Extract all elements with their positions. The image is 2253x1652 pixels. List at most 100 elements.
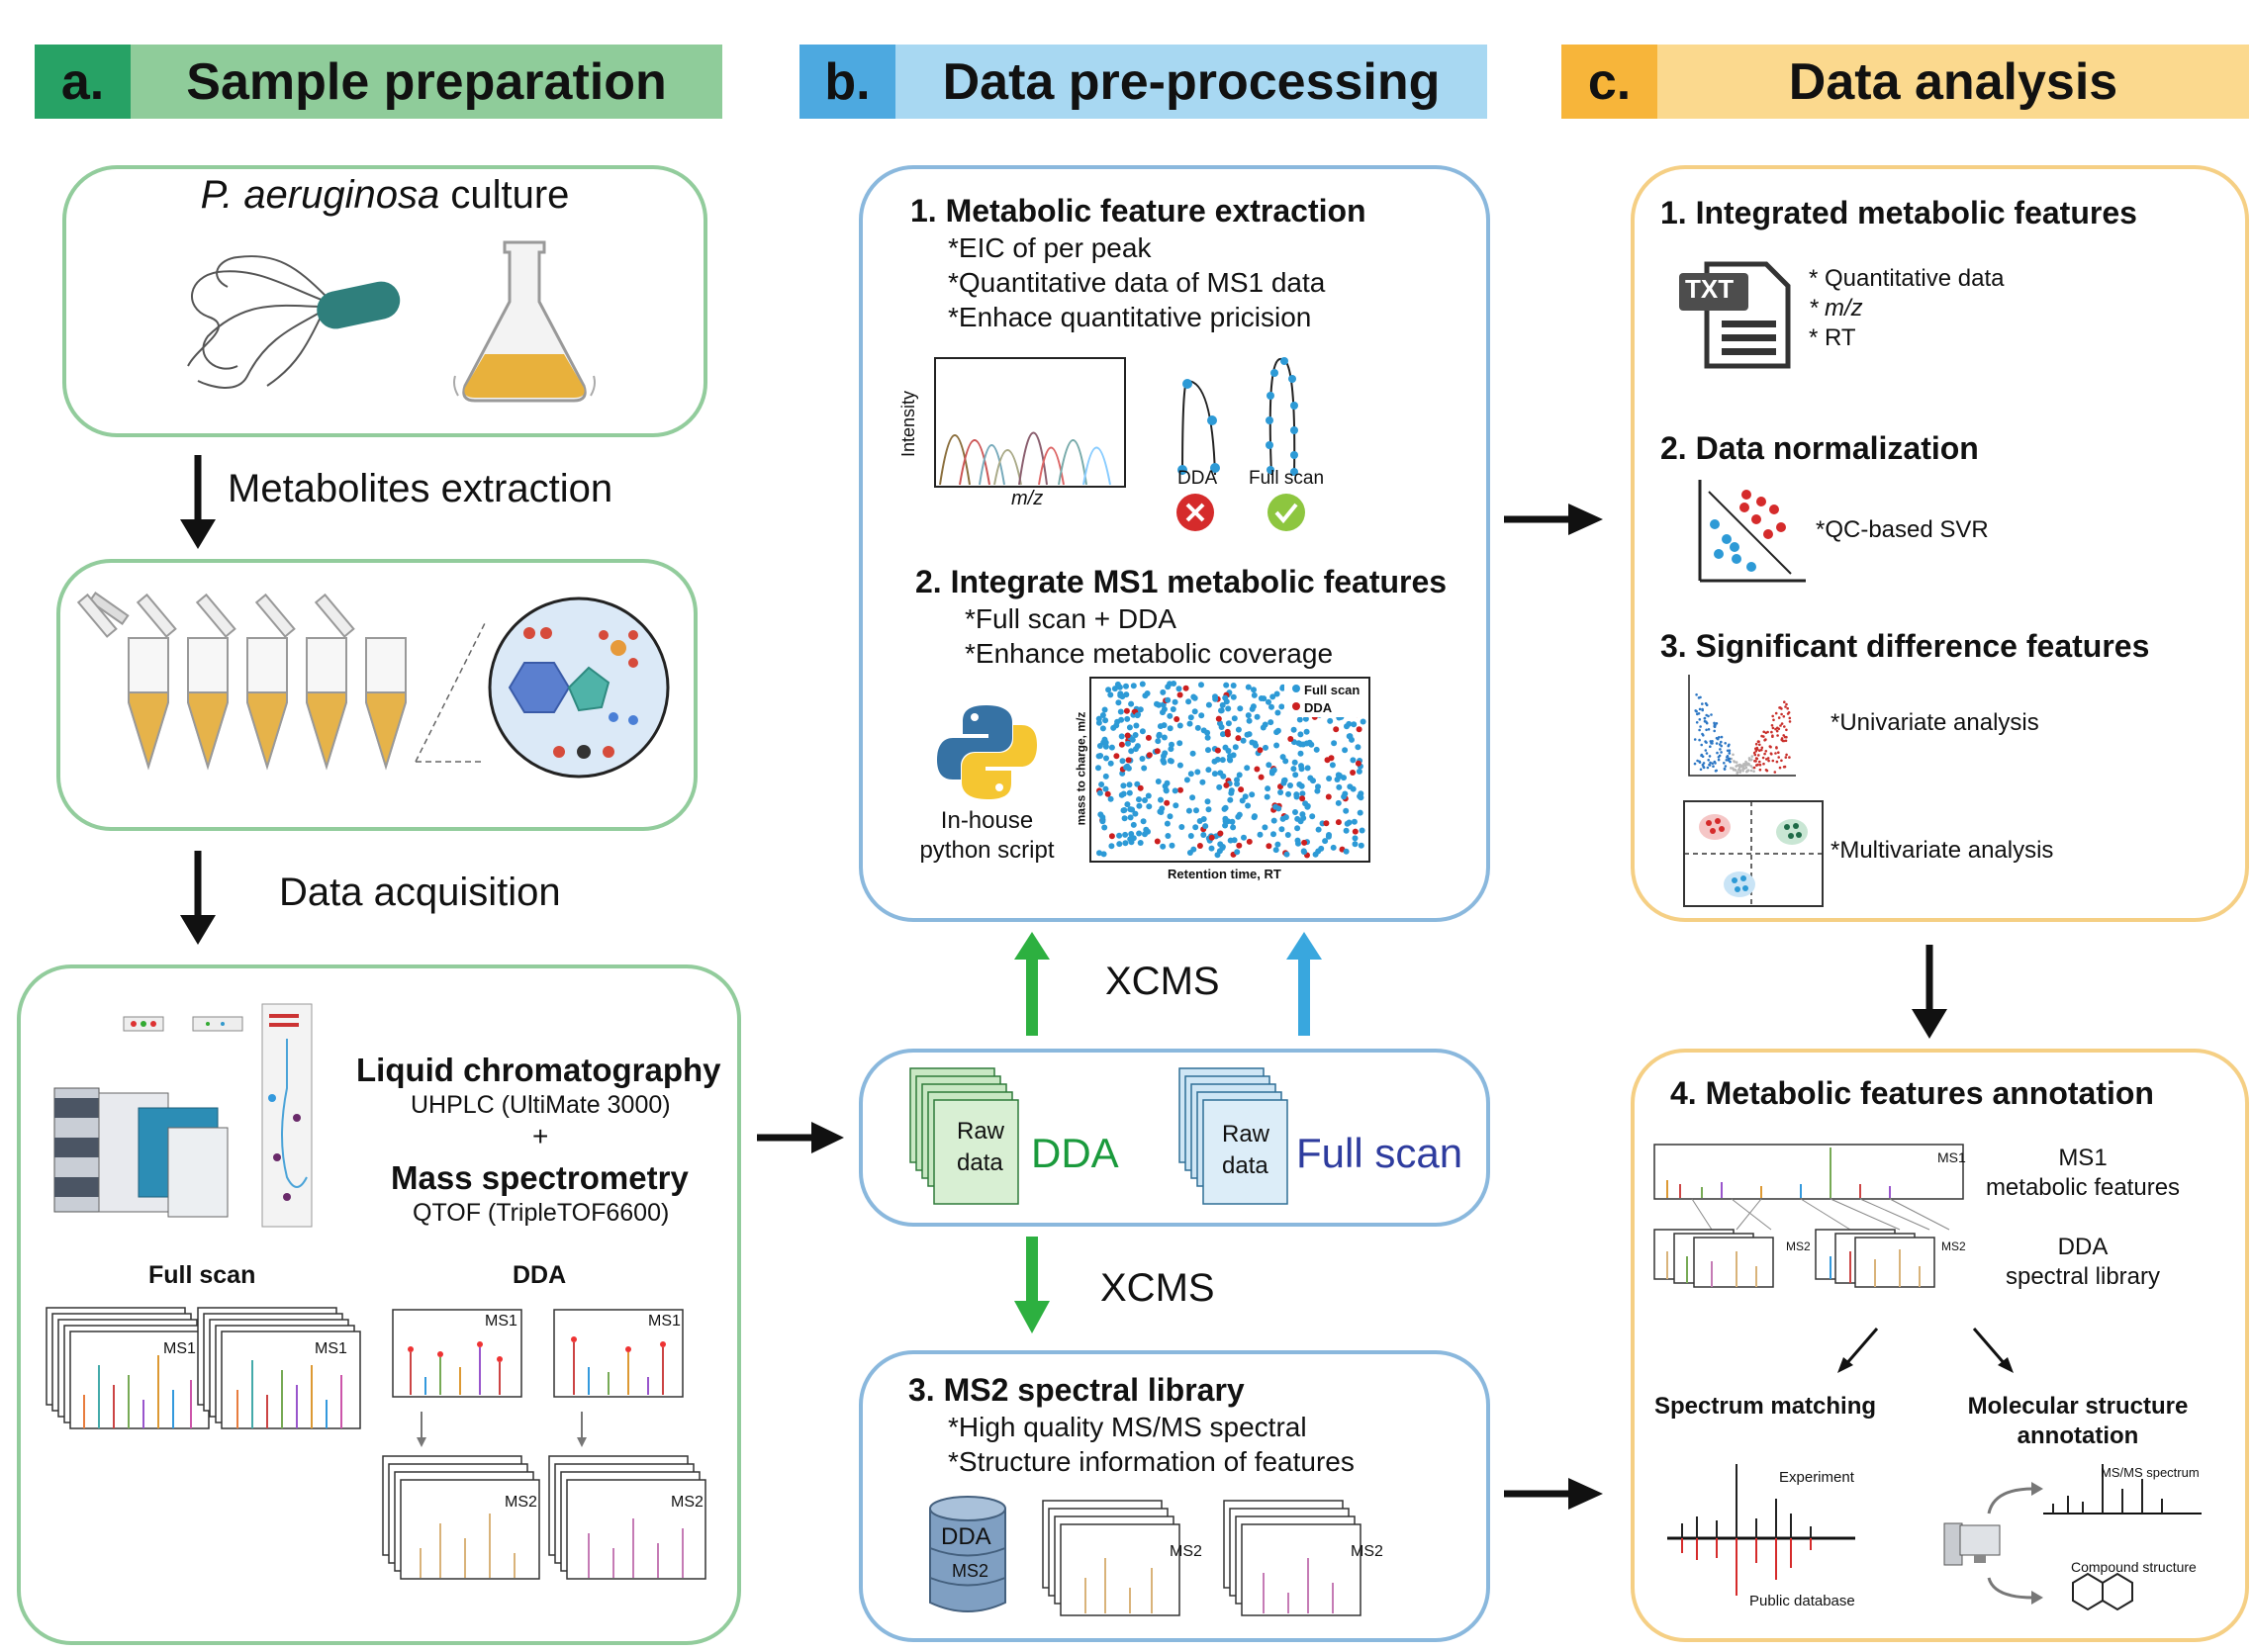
scatter-point-fullscan [1263,744,1268,751]
scatter-point-fullscan [1187,833,1194,839]
c-s1-title: 1. Integrated metabolic features [1660,195,2137,230]
ms2-tag-c1: MS2 [1786,1239,1811,1253]
scatter-point-fullscan [1128,839,1135,846]
volcano-point [1705,703,1709,706]
bacterium-icon [187,255,401,389]
scatter-point-fullscan [1303,740,1310,747]
volcano-point [1720,740,1723,744]
ms2-tag-c2: MS2 [1941,1239,1966,1253]
spectrum-matching-label: Spectrum matching [1654,1393,1877,1420]
volcano-point [1764,750,1768,753]
volcano-point [1756,740,1760,743]
scatter-point-fullscan [1126,724,1133,731]
scatter-point-fullscan [1314,787,1321,794]
volcano-point [1780,722,1784,725]
scatter-point-dda [1299,795,1306,802]
scatter-point-fullscan [1222,822,1229,829]
scatter-point-fullscan [1315,826,1322,833]
c-s1-item-2: * RT [1809,324,1856,351]
arrow-down-c [1912,945,1947,1039]
scatter-point-fullscan [1199,779,1206,785]
scatter-point-fullscan [1231,715,1238,722]
b-s1-title: 1. Metabolic feature extraction [910,193,1366,229]
volcano-point [1774,752,1777,755]
scatter-point-fullscan [1251,687,1257,693]
volcano-point [1733,760,1737,764]
scatter-point-fullscan [1164,780,1171,786]
scatter-point-fullscan [1101,706,1108,713]
raw-dda-raw: Raw [957,1118,1005,1145]
computer-structure-icon [1943,1464,2202,1611]
normalization-plot-icon [1698,480,1806,583]
scatter-point-fullscan [1123,683,1129,689]
experiment-label: Experiment [1779,1469,1854,1486]
scatter-point-fullscan [1205,806,1212,813]
volcano-point [1788,716,1792,720]
volcano-axes [1688,675,1796,777]
culture-title: P. aeruginosa culture [62,173,707,218]
volcano-point [1714,762,1717,765]
arrow-right-b-to-c-top [1504,504,1603,535]
scatter-point-fullscan [1219,701,1226,708]
scatter-point-dda [1124,732,1131,739]
scatter-point-fullscan [1211,771,1218,778]
scatter-point-fullscan [1284,832,1291,838]
python-logo-icon [937,705,1037,799]
scatter-point-fullscan [1225,720,1232,727]
scatter-point-fullscan [1322,838,1329,845]
scatter-point-fullscan [1222,815,1229,822]
scatter-point-fullscan [1164,820,1171,827]
intensity-axis-label: Intensity [898,390,919,458]
volcano-point [1763,738,1767,742]
scatter-point-fullscan [1102,785,1109,792]
scatter-point-fullscan [1244,765,1251,772]
volcano-point [1770,724,1774,727]
mirror-spectrum-icon [1667,1464,1855,1596]
volcano-point [1784,739,1788,743]
culture-word: culture [439,173,570,217]
volcano-point [1707,759,1710,762]
volcano-point [1750,755,1754,758]
scatter-point-fullscan [1167,813,1173,820]
volcano-point [1764,769,1768,772]
volcano-point [1697,712,1701,715]
raw-fullscan-data: data [1222,1152,1268,1179]
scatter-point-fullscan [1108,744,1115,751]
scatter-point-dda [1225,731,1231,738]
volcano-point [1784,756,1788,759]
scatter-point-fullscan [1156,701,1163,708]
volcano-point [1785,728,1788,732]
scatter-point-fullscan [1185,807,1192,814]
volcano-point [1701,732,1704,736]
scatter-point-fullscan [1331,740,1338,747]
volcano-point [1745,770,1749,773]
volcano-point [1782,715,1786,718]
dda-ms2-spectra-icon [382,1455,706,1580]
txt-icon-label: TXT [1685,274,1735,304]
scatter-point-fullscan [1295,740,1302,747]
scatter-point-fullscan [1279,815,1286,822]
scatter-point-fullscan [1165,696,1172,703]
scatter-point-dda [1154,748,1161,755]
scatter-point-fullscan [1158,796,1164,803]
volcano-point [1770,730,1773,734]
molecule-circle-icon [488,597,670,779]
scatter-point-fullscan [1170,706,1176,712]
scatter-point-dda [1223,781,1230,788]
scatter-point-fullscan [1121,815,1128,822]
scatter-point-fullscan [1137,706,1144,713]
volcano-point [1714,723,1717,727]
scatter-point-fullscan [1329,762,1336,769]
scatter-point-fullscan [1262,824,1268,831]
ms-title: Mass spectrometry [391,1159,689,1196]
scatter-point-fullscan [1208,845,1215,852]
volcano-point [1754,742,1758,746]
volcano-point [1756,763,1759,767]
scatter-point-fullscan [1214,852,1221,859]
scatter-point-fullscan [1128,748,1135,755]
volcano-point [1763,752,1766,756]
scatter-point-fullscan [1172,698,1178,705]
scatter-point-fullscan [1225,705,1232,712]
molecular-structure-line2: annotation [2017,1423,2139,1449]
volcano-point [1723,767,1727,771]
